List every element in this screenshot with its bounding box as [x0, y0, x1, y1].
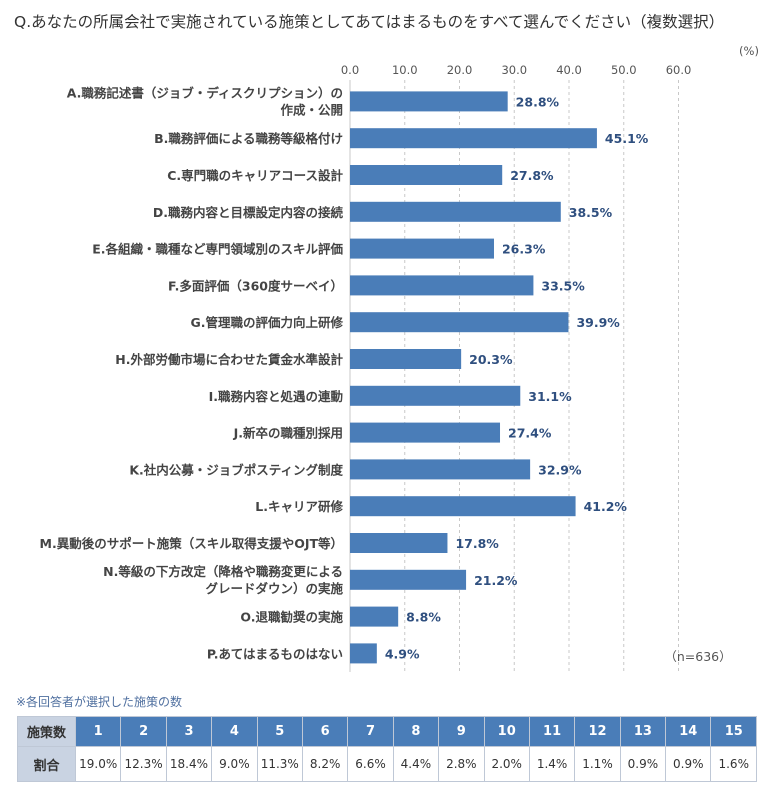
- bar: [350, 606, 399, 627]
- share-cell: 4.4%: [392, 746, 440, 782]
- count-row-header: 施策数: [17, 716, 76, 747]
- category-label: B.職務評価による職務等級格付け: [154, 131, 343, 146]
- bar: [350, 349, 462, 369]
- count-cell: 15: [710, 716, 757, 747]
- bar: [350, 533, 448, 553]
- x-tick-label: 20.0: [447, 63, 473, 77]
- bar-value-label: 4.9%: [385, 646, 420, 661]
- bar: [350, 165, 503, 185]
- x-tick-label: 50.0: [611, 63, 637, 77]
- share-cell: 2.8%: [438, 746, 485, 782]
- share-cell: 1.1%: [574, 746, 621, 782]
- count-cell: 14: [665, 716, 712, 747]
- category-label: I.職務内容と処遇の連動: [209, 389, 343, 404]
- bar-value-label: 17.8%: [455, 536, 499, 551]
- category-label: E.各組織・職種など専門領域別のスキル評価: [92, 242, 343, 257]
- count-cell: 11: [528, 716, 576, 747]
- share-cell: 2.0%: [483, 746, 530, 782]
- share-row: 割合 19.0% 12.3% 18.4% 9.0% 11.3% 8.2% 6.6% 4.4% 2…: [17, 746, 757, 782]
- count-cell: 13: [619, 716, 667, 747]
- category-label: A.職務記述書（ジョブ・ディスクリプション）の: [67, 85, 343, 100]
- x-tick-label: 60.0: [666, 63, 692, 77]
- bar: [350, 201, 561, 222]
- share-cell: 11.3%: [256, 746, 303, 782]
- bar-value-label: 45.1%: [605, 131, 649, 146]
- bar: [350, 422, 501, 443]
- sample-size-note: （n=636）: [664, 649, 731, 664]
- share-cell: 1.4%: [528, 746, 576, 782]
- unit-label: (%): [739, 44, 759, 58]
- distribution-note: ※各回答者が選択した施策の数: [16, 695, 183, 709]
- category-label: P.あてはまるものはない: [207, 646, 343, 661]
- count-cell: 5: [256, 716, 303, 747]
- bar: [350, 312, 569, 333]
- category-label: G.管理職の評価力向上研修: [190, 315, 343, 330]
- count-cell: 8: [392, 716, 440, 747]
- count-cell: 12: [574, 716, 621, 747]
- bar-value-label: 32.9%: [538, 462, 582, 477]
- category-label: M.異動後のサポート施策（スキル取得支援やOJT等）: [40, 536, 344, 551]
- count-cell: 9: [438, 716, 485, 747]
- bar-value-label: 38.5%: [569, 205, 613, 220]
- share-cell: 8.2%: [301, 746, 349, 782]
- bar: [350, 496, 576, 517]
- bar-value-label: 33.5%: [541, 278, 585, 293]
- bar-value-label: 21.2%: [474, 573, 518, 588]
- bar: [350, 643, 377, 664]
- share-cell: 9.0%: [211, 746, 258, 782]
- chart-title: Q.あなたの所属会社で実施されている施策としてあてはまるものをすべて選んでくださ…: [14, 13, 725, 31]
- count-row: 施策数 1 2 3 4 5 6 7 8 9 10 11 12 13 14 15: [17, 716, 757, 747]
- bar-value-label: 8.8%: [406, 610, 441, 625]
- share-cell: 0.9%: [665, 746, 712, 782]
- count-cell: 1: [74, 716, 122, 747]
- count-cell: 7: [347, 716, 394, 747]
- x-tick-label: 30.0: [501, 63, 527, 77]
- category-label: H.外部労働市場に合わせた賃金水準設計: [115, 352, 343, 367]
- bar: [350, 128, 597, 149]
- x-tick-label: 40.0: [556, 63, 582, 77]
- count-cell: 6: [301, 716, 349, 747]
- share-cell: 18.4%: [165, 746, 213, 782]
- share-cell: 1.6%: [710, 746, 757, 782]
- bar-value-label: 28.8%: [516, 94, 560, 109]
- bar-chart: (%) 0.0 10.0 20.0 30.0 40.0 50.0 60.0 28.8% A.職…: [40, 44, 759, 672]
- share-row-header: 割合: [17, 746, 76, 782]
- category-label: D.職務内容と目標設定内容の接続: [153, 205, 344, 220]
- count-cell: 3: [165, 716, 213, 747]
- share-cell: 6.6%: [347, 746, 394, 782]
- count-cell: 4: [211, 716, 258, 747]
- bar-value-label: 39.9%: [576, 315, 620, 330]
- bar: [350, 569, 467, 590]
- share-cell: 19.0%: [74, 746, 122, 782]
- category-label: L.キャリア研修: [255, 499, 343, 514]
- count-cell: 2: [120, 716, 167, 747]
- bar-value-label: 27.4%: [508, 426, 552, 441]
- bar-value-label: 27.8%: [510, 168, 554, 183]
- bar: [350, 459, 531, 480]
- bar-value-label: 41.2%: [584, 499, 628, 514]
- selection-count-table: 施策数 1 2 3 4 5 6 7 8 9 10 11 12 13 14 15 割合 19.0% 12.3% 1…: [17, 716, 757, 782]
- bar-value-label: 31.1%: [528, 389, 572, 404]
- x-tick-label: 0.0: [341, 63, 359, 77]
- bar: [350, 238, 494, 259]
- category-label: N.等級の下方改定（降格や職務変更による: [103, 564, 343, 579]
- category-label: 作成・公開: [280, 102, 343, 117]
- x-tick-label: 10.0: [392, 63, 418, 77]
- category-label: C.専門職のキャリアコース設計: [167, 168, 343, 183]
- category-label: O.退職勧奨の実施: [240, 610, 343, 625]
- bar-value-label: 20.3%: [469, 352, 513, 367]
- bar: [350, 385, 521, 406]
- bar: [350, 275, 534, 296]
- share-cell: 0.9%: [619, 746, 667, 782]
- category-label: グレードダウン）の実施: [205, 581, 343, 596]
- bar-value-label: 26.3%: [502, 242, 546, 257]
- category-label: K.社内公募・ジョブポスティング制度: [129, 462, 343, 477]
- category-label: F.多面評価（360度サーベイ）: [168, 278, 343, 293]
- category-label: J.新卒の職種別採用: [233, 426, 343, 441]
- share-cell: 12.3%: [120, 746, 167, 782]
- bar: [350, 91, 508, 112]
- count-cell: 10: [483, 716, 530, 747]
